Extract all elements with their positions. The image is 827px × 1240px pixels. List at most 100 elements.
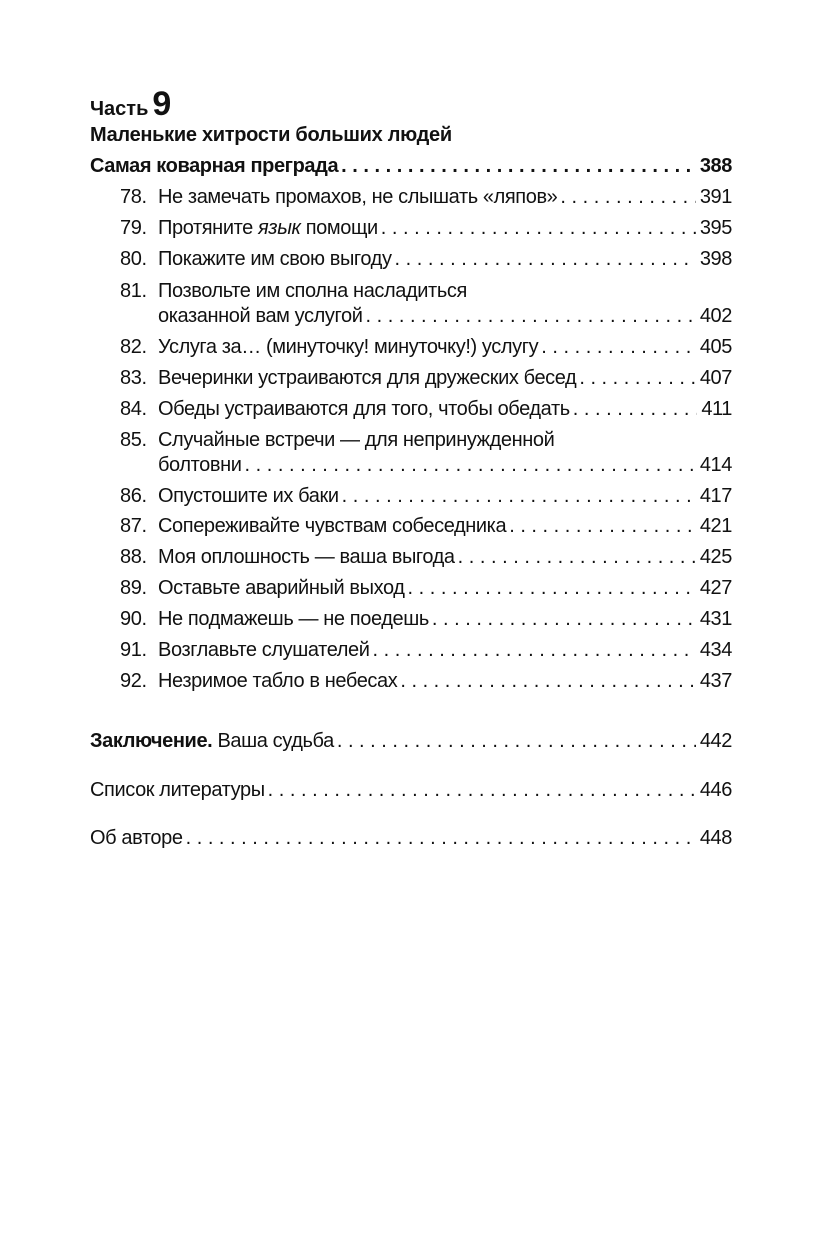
toc-title: Оставьте аварийный выход bbox=[158, 577, 405, 599]
toc-page: 425 bbox=[699, 546, 733, 568]
toc-item: 82. Услуга за… (минуточку! минуточку!) ус… bbox=[120, 334, 732, 360]
toc-title: Опустошите их баки bbox=[158, 485, 339, 507]
dot-leader bbox=[400, 668, 695, 694]
toc-title: Услуга за… (минуточку! минуточку!) услуг… bbox=[158, 336, 539, 358]
item-number: 82. bbox=[120, 336, 147, 358]
dot-leader bbox=[341, 153, 696, 179]
title-part: Протяните bbox=[158, 217, 259, 239]
dot-leader bbox=[408, 575, 696, 601]
conclusion-label: Заключение. bbox=[90, 730, 213, 752]
dot-leader bbox=[509, 513, 696, 539]
item-title-line1: Позвольте им сполна насладиться bbox=[158, 280, 467, 302]
dot-leader bbox=[432, 606, 696, 632]
toc-page: 405 bbox=[699, 336, 733, 358]
part-title: Часть 9 bbox=[90, 85, 172, 125]
toc-page: 448 bbox=[699, 827, 733, 849]
dot-leader bbox=[337, 728, 696, 754]
toc-title: Покажите им свою выгоду bbox=[158, 248, 392, 270]
toc-item: оказанной вам услугой 402 bbox=[120, 303, 732, 329]
item-title-line1: Случайные встречи — для непринужденной bbox=[158, 429, 555, 451]
toc-title: Сопереживайте чувствам собеседника bbox=[158, 515, 507, 537]
toc-title: Возглавьте слушателей bbox=[158, 639, 370, 661]
toc-page: 402 bbox=[699, 305, 733, 327]
toc-item: 86. Опустошите их баки 417 bbox=[120, 483, 732, 509]
item-number: 89. bbox=[120, 577, 147, 599]
dot-leader bbox=[373, 637, 696, 663]
toc-title: Заключение. Ваша судьба bbox=[90, 728, 334, 754]
toc-item-line1: 85. Случайные встречи — для непринужденно… bbox=[120, 427, 555, 453]
item-number: 85. bbox=[120, 429, 147, 451]
dot-leader bbox=[186, 825, 696, 851]
toc-bibliography: Список литературы 446 bbox=[90, 777, 732, 803]
toc-section: Самая коварная преграда 388 bbox=[90, 153, 732, 179]
dot-leader bbox=[541, 334, 696, 360]
toc-item: 91. Возглавьте слушателей 434 bbox=[120, 637, 732, 663]
dot-leader bbox=[268, 777, 696, 803]
item-number: 78. bbox=[120, 186, 147, 208]
item-number: 86. bbox=[120, 485, 147, 507]
toc-item: 90. Не подмажешь — не поедешь 431 bbox=[120, 606, 732, 632]
toc-page: 411 bbox=[701, 398, 732, 420]
title-italic: язык bbox=[258, 217, 301, 239]
toc-page: 395 bbox=[699, 217, 733, 239]
toc-item: болтовни 414 bbox=[120, 452, 732, 478]
toc-page: 427 bbox=[699, 577, 733, 599]
toc-title: Список литературы bbox=[90, 779, 265, 801]
dot-leader bbox=[395, 246, 696, 272]
item-number: 92. bbox=[120, 670, 147, 692]
toc-item: 89. Оставьте аварийный выход 427 bbox=[120, 575, 732, 601]
dot-leader bbox=[560, 184, 695, 210]
toc-title: Об авторе bbox=[90, 827, 183, 849]
toc-page: 446 bbox=[699, 779, 733, 801]
toc-page: 391 bbox=[699, 186, 733, 208]
toc-title: Обеды устраиваются для того, чтобы обеда… bbox=[158, 398, 570, 420]
item-number: 84. bbox=[120, 398, 147, 420]
item-number: 81. bbox=[120, 280, 147, 302]
toc-page: 431 bbox=[699, 608, 733, 630]
toc-title: Вечеринки устраиваются для дружеских бес… bbox=[158, 367, 577, 389]
toc-item: 83. Вечеринки устраиваются для дружеских … bbox=[120, 365, 732, 391]
title-part: помощи bbox=[300, 217, 378, 239]
item-number: 83. bbox=[120, 367, 147, 389]
toc-title: болтовни bbox=[158, 454, 242, 476]
dot-leader bbox=[245, 452, 696, 478]
part-label: Часть bbox=[90, 98, 149, 120]
toc-page: 434 bbox=[699, 639, 733, 661]
toc-page: 388 bbox=[699, 155, 733, 177]
toc-conclusion: Заключение. Ваша судьба 442 bbox=[90, 728, 732, 754]
toc-title: Протяните язык помощи bbox=[158, 215, 378, 241]
toc-title: Самая коварная преграда bbox=[90, 155, 339, 177]
toc-page: 442 bbox=[699, 730, 733, 752]
toc-item: 87. Сопереживайте чувствам собеседника 421 bbox=[120, 513, 732, 539]
dot-leader bbox=[458, 544, 696, 570]
toc-page: 421 bbox=[699, 515, 733, 537]
toc-title: Не подмажешь — не поедешь bbox=[158, 608, 429, 630]
toc-item-line1: 81. Позвольте им сполна насладиться bbox=[120, 278, 467, 304]
item-number: 80. bbox=[120, 248, 147, 270]
item-number: 90. bbox=[120, 608, 147, 630]
part-number: 9 bbox=[152, 85, 172, 123]
dot-leader bbox=[579, 365, 696, 391]
toc-item: 84. Обеды устраиваются для того, чтобы об… bbox=[120, 396, 732, 422]
toc-title: Моя оплошность — ваша выгода bbox=[158, 546, 455, 568]
item-number: 79. bbox=[120, 217, 147, 239]
conclusion-title: Ваша судьба bbox=[212, 730, 334, 752]
dot-leader bbox=[365, 303, 695, 329]
dot-leader bbox=[342, 483, 696, 509]
toc-page: 417 bbox=[699, 485, 733, 507]
toc-title: оказанной вам услугой bbox=[158, 305, 363, 327]
part-heading: Маленькие хитрости больших людей bbox=[90, 124, 452, 146]
toc-item: 88. Моя оплошность — ваша выгода 425 bbox=[120, 544, 732, 570]
toc-item: 92. Незримое табло в небесах 437 bbox=[120, 668, 732, 694]
toc-item: 80. Покажите им свою выгоду 398 bbox=[120, 246, 732, 272]
toc-title: Не замечать промахов, не слышать «ляпов» bbox=[158, 186, 558, 208]
item-number: 88. bbox=[120, 546, 147, 568]
item-number: 87. bbox=[120, 515, 147, 537]
toc-about: Об авторе 448 bbox=[90, 825, 732, 851]
toc-item: 79. Протяните язык помощи 395 bbox=[120, 215, 732, 241]
toc-page: 437 bbox=[699, 670, 733, 692]
toc-title: Незримое табло в небесах bbox=[158, 670, 398, 692]
toc-page: 407 bbox=[699, 367, 733, 389]
dot-leader bbox=[573, 396, 698, 422]
toc-page: 398 bbox=[699, 248, 733, 270]
